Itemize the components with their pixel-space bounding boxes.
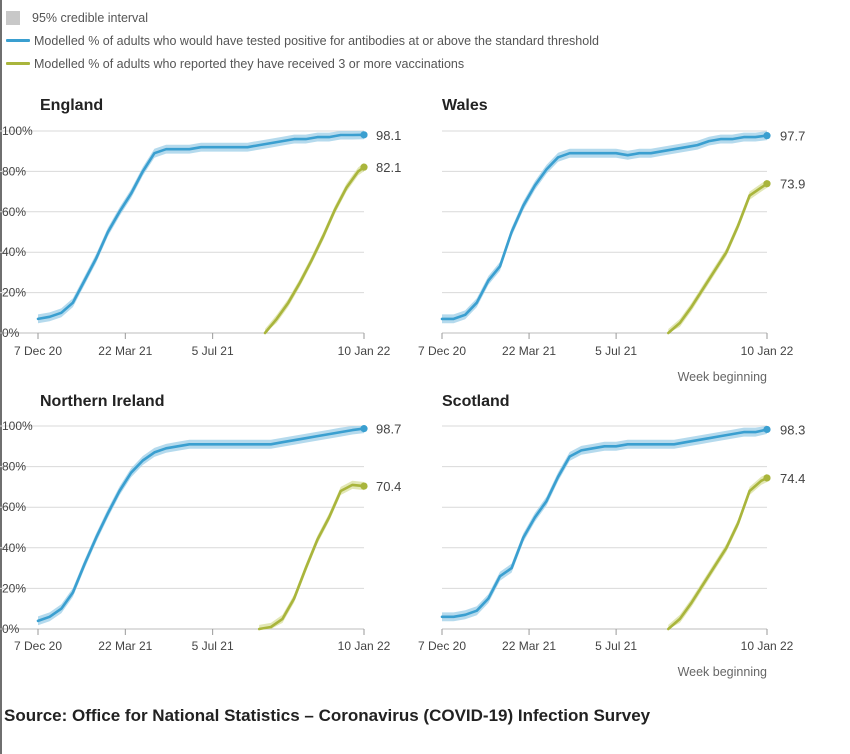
antibody-end-label: 97.7 <box>780 129 805 144</box>
antibody-line <box>440 134 769 321</box>
y-tick-label: 60% <box>2 205 26 219</box>
vaccine-ci-band <box>668 473 767 629</box>
x-tick-label: 22 Mar 21 <box>98 639 152 653</box>
x-tick-label: 7 Dec 20 <box>14 344 62 358</box>
chart-panel-england: England 0% 20% 40% 60% 80% 100% 7 Dec 20 22 Mar … <box>0 97 401 358</box>
legend-item-antibody: Modelled % of adults who would have test… <box>6 29 599 52</box>
y-tick-label: 40% <box>2 541 26 555</box>
y-tick-label: 100% <box>2 124 33 138</box>
x-tick-label: 22 Mar 21 <box>98 344 152 358</box>
x-tick-label: 7 Dec 20 <box>14 639 62 653</box>
vaccine-end-point <box>360 163 368 171</box>
vaccine-end-point <box>763 180 771 188</box>
vaccine-end-label: 70.4 <box>376 479 401 494</box>
legend-item-ci: 95% credible interval <box>6 6 599 29</box>
x-tick-label: 5 Jul 21 <box>192 639 234 653</box>
vaccine-line <box>263 165 366 335</box>
legend-label-ci: 95% credible interval <box>32 10 149 25</box>
chart-title: Wales <box>442 97 488 114</box>
antibody-end-point <box>763 425 771 434</box>
x-tick-label: 7 Dec 20 <box>418 639 466 653</box>
y-tick-label: 80% <box>2 460 26 474</box>
antibody-swatch <box>6 39 30 42</box>
y-tick-label: 0% <box>2 622 20 636</box>
y-tick-label: 40% <box>2 245 26 259</box>
vaccine-line <box>666 476 769 631</box>
left-border <box>0 0 2 754</box>
vaccine-end-point <box>763 474 771 482</box>
vaccine-end-point <box>360 482 368 490</box>
x-tick-label: 10 Jan 22 <box>741 639 794 653</box>
x-tick-label: 10 Jan 22 <box>338 639 391 653</box>
chart-panel-scotland: Scotland 7 Dec 20 22 Mar 21 5 Jul 21 10 Jan … <box>418 393 805 679</box>
chart-panel-northern-ireland: Northern Ireland 0% 20% 40% 60% 80% 100% 7 Dec … <box>0 393 401 653</box>
vaccine-swatch <box>6 62 30 65</box>
vaccine-ci-band <box>668 179 767 333</box>
x-tick-label: 22 Mar 21 <box>502 639 556 653</box>
chart-title: Scotland <box>442 393 510 410</box>
vaccine-end-label: 82.1 <box>376 160 401 175</box>
y-tick-label: 20% <box>2 286 26 300</box>
legend-label-antibody: Modelled % of adults who would have test… <box>34 33 599 48</box>
legend-label-vaccine: Modelled % of adults who reported they h… <box>34 56 465 71</box>
legend: 95% credible interval Modelled % of adul… <box>6 6 599 75</box>
y-tick-label: 20% <box>2 581 26 595</box>
x-tick-label: 10 Jan 22 <box>741 344 794 358</box>
x-tick-label: 5 Jul 21 <box>595 344 637 358</box>
antibody-ci-band <box>442 131 767 324</box>
x-tick-label: 7 Dec 20 <box>418 344 466 358</box>
antibody-end-label: 98.3 <box>780 422 805 437</box>
antibody-line <box>440 428 769 619</box>
antibody-end-label: 98.7 <box>376 422 401 437</box>
y-tick-label: 60% <box>2 500 26 514</box>
y-tick-label: 80% <box>2 164 26 178</box>
ci-swatch <box>6 10 20 25</box>
chart-title: England <box>40 97 103 114</box>
antibody-end-point <box>360 425 368 433</box>
antibody-line <box>36 133 366 321</box>
x-tick-label: 10 Jan 22 <box>338 344 391 358</box>
y-tick-label: 100% <box>2 419 33 433</box>
y-tick-label: 0% <box>2 326 20 340</box>
chart-title: Northern Ireland <box>40 393 164 410</box>
x-tick-label: 5 Jul 21 <box>595 639 637 653</box>
vaccine-ci-band <box>265 163 364 333</box>
x-tick-label: 22 Mar 21 <box>502 344 556 358</box>
source-note: Source: Office for National Statistics –… <box>4 706 651 725</box>
antibody-line <box>36 427 366 623</box>
antibody-end-label: 98.1 <box>376 128 401 143</box>
antibody-end-point <box>763 132 771 140</box>
x-axis-label: Week beginning <box>678 665 767 679</box>
antibody-end-point <box>360 131 368 139</box>
antibody-ci-band <box>38 426 364 626</box>
vaccine-end-label: 73.9 <box>780 177 805 192</box>
x-axis-label: Week beginning <box>678 370 767 384</box>
vaccine-line <box>666 182 769 335</box>
legend-item-vaccine: Modelled % of adults who reported they h… <box>6 52 599 75</box>
antibody-ci-band <box>38 131 364 324</box>
x-tick-label: 5 Jul 21 <box>192 344 234 358</box>
vaccine-line <box>257 483 366 631</box>
chart-panel-wales: Wales 7 Dec 20 22 Mar 21 5 Jul 21 10 Jan 22 W… <box>418 97 805 384</box>
vaccine-end-label: 74.4 <box>780 471 805 486</box>
